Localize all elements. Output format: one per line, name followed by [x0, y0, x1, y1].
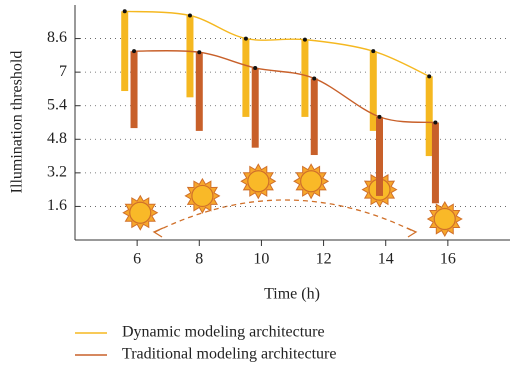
point: [197, 50, 202, 55]
range-bar: [369, 51, 377, 131]
range-bar: [301, 39, 309, 117]
point: [371, 49, 376, 54]
point: [377, 114, 382, 119]
point: [122, 9, 127, 14]
range-bar: [186, 15, 194, 98]
point: [427, 74, 432, 79]
range-bar: [121, 11, 129, 92]
y-tick-label: 7: [59, 63, 67, 80]
sun-arc-arrows: [152, 227, 418, 238]
point: [253, 65, 258, 70]
x-tick-label: 8: [195, 251, 203, 268]
point: [243, 36, 248, 41]
range-bar: [425, 76, 433, 157]
point: [132, 49, 137, 54]
y-tick-label: 3.2: [47, 164, 67, 181]
range-bar: [195, 52, 203, 131]
x-tick-label: 14: [378, 251, 394, 268]
x-tick-label: 12: [316, 251, 332, 268]
point: [433, 120, 438, 125]
range-bar: [431, 122, 439, 204]
y-tick-label: 1.6: [47, 197, 67, 214]
range-bar: [310, 78, 318, 156]
legend-label: Dynamic modeling architecture: [122, 324, 325, 341]
range-bar: [130, 51, 138, 129]
y-tick-label: 5.4: [47, 96, 67, 113]
sun-arc: [154, 199, 416, 233]
range-bar: [376, 116, 383, 196]
x-tick-label: 16: [440, 251, 456, 268]
x-tick-label: 10: [253, 251, 269, 268]
point: [312, 76, 317, 81]
y-tick-label: 8.6: [47, 29, 67, 46]
x-axis-label: Time (h): [264, 286, 320, 303]
legend-label: Traditional modeling architecture: [122, 346, 336, 363]
y-tick-label: 4.8: [47, 130, 67, 147]
point: [187, 13, 192, 18]
x-tick-label: 6: [133, 251, 141, 268]
range-bar: [242, 38, 250, 117]
sun: [433, 207, 456, 231]
sun: [129, 201, 152, 224]
series-line: [134, 49, 436, 124]
y-axis-label: Illumination threshold: [9, 51, 26, 194]
point: [302, 37, 307, 42]
sun: [300, 170, 323, 193]
series-line: [124, 10, 430, 77]
range-bar: [251, 67, 259, 148]
sun: [191, 184, 214, 208]
sun: [247, 170, 270, 193]
